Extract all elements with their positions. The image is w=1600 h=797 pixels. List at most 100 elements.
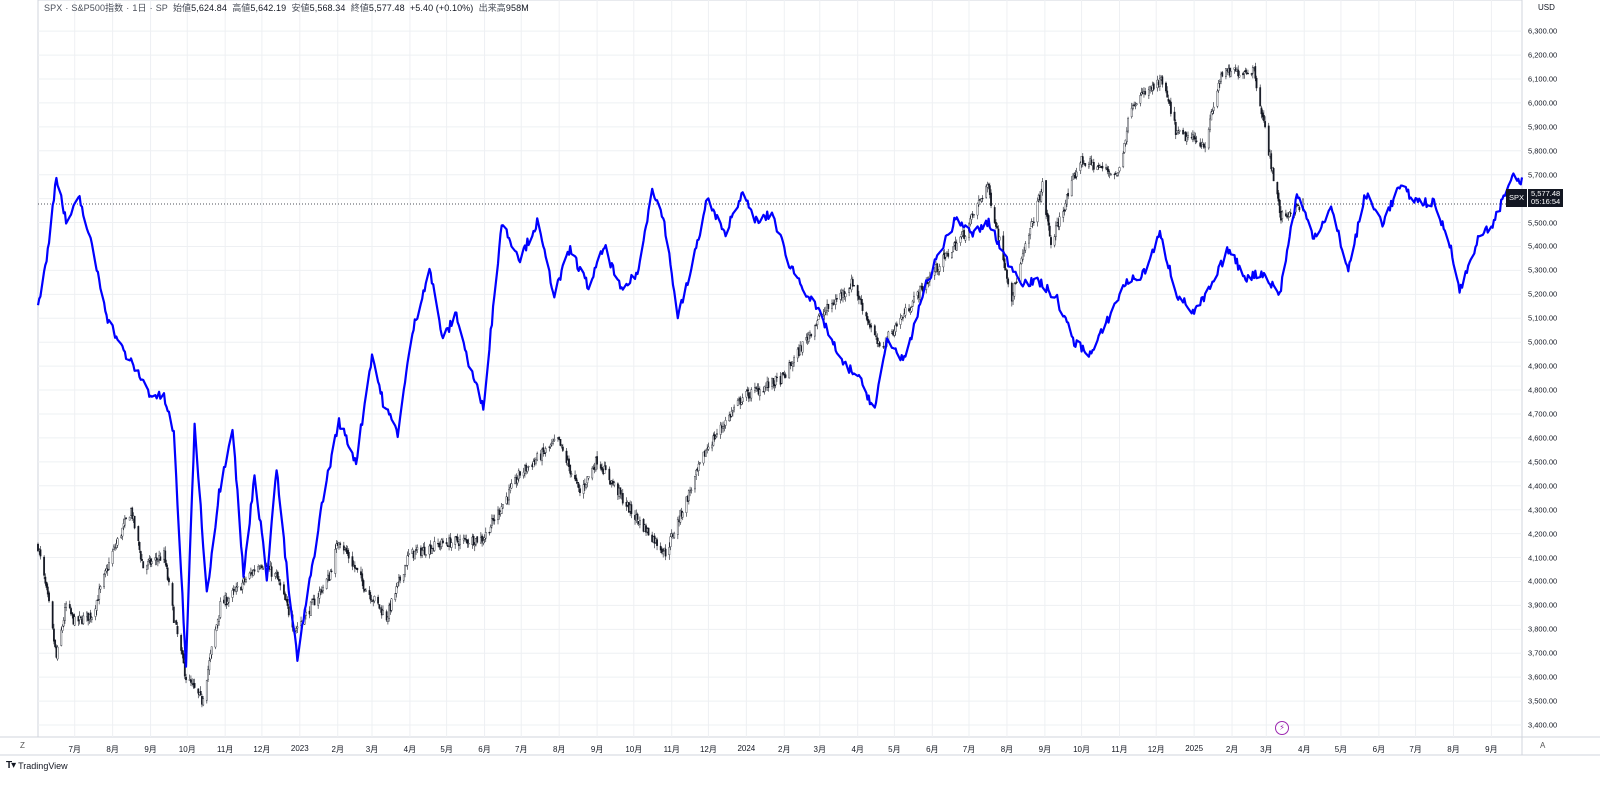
candle-body	[450, 542, 453, 548]
candle-body	[1297, 205, 1300, 207]
time-tick-label: 5月	[888, 745, 901, 754]
candle-body	[1216, 90, 1219, 107]
candle-body	[476, 536, 479, 543]
candle-body	[364, 589, 367, 592]
legend-open-value: 5,624.84	[191, 3, 227, 13]
candle-body	[996, 226, 999, 229]
candle-body	[205, 680, 208, 701]
candle-body	[815, 324, 817, 326]
candle-body	[740, 402, 743, 405]
candle-body	[834, 299, 837, 305]
candle-body	[71, 612, 74, 615]
candle-body	[565, 450, 568, 463]
candle-body	[360, 571, 362, 576]
price-tick-label: 6,100.00	[1528, 74, 1558, 84]
candle-body	[733, 406, 736, 410]
time-tick-label: 2月	[331, 745, 344, 754]
candle-body	[1255, 77, 1258, 89]
candle-body	[390, 598, 393, 611]
candle-body	[395, 586, 398, 594]
candle-body	[413, 550, 416, 560]
candle-body	[442, 540, 444, 543]
candle-body	[911, 300, 914, 307]
candle-body	[1238, 74, 1241, 78]
candle-body	[37, 543, 39, 552]
candle-body	[150, 561, 153, 564]
candle-body	[490, 518, 493, 526]
candle-body	[782, 372, 784, 375]
candle-body	[1174, 121, 1177, 135]
candle-body	[114, 547, 116, 549]
candle-body	[133, 515, 136, 529]
candle-body	[405, 565, 408, 567]
time-tick-label: 9月	[144, 745, 157, 754]
candle-body	[544, 448, 547, 453]
candle-body	[73, 616, 76, 626]
candle-body	[1007, 278, 1010, 285]
candle-body	[955, 242, 958, 251]
candle-body	[873, 325, 876, 336]
candle-body	[526, 467, 529, 472]
candle-body	[549, 444, 552, 447]
candle-body	[320, 589, 323, 593]
time-tick-label: 6月	[1372, 745, 1386, 754]
lightning-icon[interactable]: ⚡	[1275, 721, 1289, 735]
last-price-tag: SPX 5,577.48 05:16:54	[1506, 189, 1564, 207]
price-tick-label: 6,300.00	[1528, 26, 1558, 36]
candle-body	[831, 303, 833, 309]
candle-body	[687, 490, 690, 502]
time-tick-label: 2月	[778, 745, 791, 754]
candle-body	[516, 479, 519, 484]
candle-body	[745, 391, 748, 398]
candle-body	[90, 617, 93, 621]
price-tick-label: 6,000.00	[1528, 98, 1558, 108]
time-tick-label: 6月	[926, 745, 939, 754]
candle-body	[1054, 225, 1057, 237]
legend-symbol[interactable]: SPX	[44, 3, 63, 13]
candle-body	[878, 342, 881, 347]
candle-body	[241, 582, 244, 590]
candle-body	[509, 487, 512, 491]
candle-body	[577, 483, 580, 488]
candle-body	[1169, 101, 1172, 114]
candle-body	[1013, 283, 1016, 297]
candle-body	[334, 548, 337, 574]
price-tick-label: 5,700.00	[1528, 170, 1558, 180]
time-tick-label: 3月	[1260, 745, 1273, 754]
candle-body	[569, 464, 572, 474]
candle-body	[415, 549, 417, 551]
time-tick-label: 7月	[68, 745, 81, 754]
zoom-button[interactable]: Z	[20, 741, 25, 750]
candle-body	[279, 582, 282, 586]
candle-body	[472, 536, 475, 546]
candle-body	[579, 488, 581, 493]
legend-interval[interactable]: 1日	[132, 3, 147, 13]
candle-body	[416, 547, 419, 550]
time-tick-label: 10月	[1073, 745, 1091, 754]
candle-body	[492, 518, 495, 521]
candle-body	[707, 446, 710, 450]
candle-body	[964, 236, 967, 241]
currency-label[interactable]: USD	[1538, 3, 1555, 12]
time-tick-label: 11月	[663, 745, 680, 754]
candle-body	[210, 646, 213, 655]
candle-body	[1014, 283, 1017, 285]
candle-body	[1288, 212, 1291, 217]
candle-body	[325, 578, 328, 589]
candle-body	[601, 467, 603, 471]
auto-scale-button[interactable]: A	[1540, 741, 1546, 750]
candle-body	[824, 310, 827, 313]
candle-body	[270, 566, 273, 577]
candle-body	[339, 543, 342, 545]
candle-body	[1106, 167, 1109, 170]
candle-body	[54, 639, 57, 647]
candle-body	[876, 337, 879, 344]
candle-body	[807, 334, 810, 342]
tradingview-brand[interactable]: T▾ TradingView	[6, 760, 68, 771]
candle-body	[774, 376, 777, 386]
candle-body	[1195, 140, 1198, 142]
candle-body	[1108, 172, 1111, 174]
candle-body	[61, 625, 64, 631]
